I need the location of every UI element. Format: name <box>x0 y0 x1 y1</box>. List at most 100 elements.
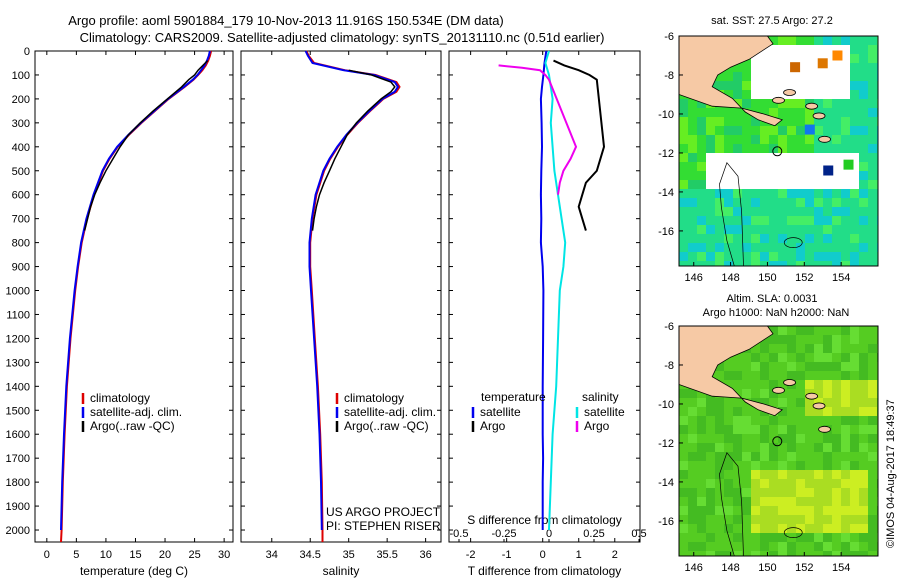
map-cell <box>706 524 715 533</box>
x-tick-label: 20 <box>159 549 171 561</box>
map-cell <box>859 72 868 81</box>
map-cell <box>796 326 805 335</box>
map-cell <box>805 470 814 479</box>
map-cell <box>796 362 805 371</box>
map-cell <box>823 371 832 380</box>
map-cell <box>850 524 859 533</box>
map-cell <box>832 506 841 515</box>
map-cell <box>868 90 877 99</box>
map-cell <box>688 497 697 506</box>
depth-tick-label: 1200 <box>6 333 30 345</box>
map-cell <box>841 452 850 461</box>
depth-tick-label: 800 <box>12 238 30 250</box>
map-cell <box>868 171 877 180</box>
map-cell <box>787 488 796 497</box>
map-cell <box>823 261 832 266</box>
depth-tick-label: 600 <box>12 190 30 202</box>
map-cell <box>688 189 697 198</box>
sal-panel: 34 34.5 35 35.5 36 salinity climatologysatelli… <box>240 50 442 578</box>
map-cell <box>778 344 787 353</box>
land-mass <box>679 36 784 127</box>
map-cell <box>787 189 796 198</box>
map-cell <box>742 117 751 126</box>
map-cell <box>868 144 877 153</box>
map-cell <box>841 407 850 416</box>
map-y-tick-label: -10 <box>658 399 674 411</box>
map-cell <box>679 117 688 126</box>
map-cell <box>778 470 787 479</box>
map-cell <box>778 506 787 515</box>
map-cell <box>850 108 859 117</box>
map-cell <box>787 234 796 243</box>
map-cell <box>769 551 778 556</box>
depth-tick-label: 200 <box>12 94 30 106</box>
map-cell <box>796 189 805 198</box>
map-cell <box>805 551 814 556</box>
map-cell <box>868 416 877 425</box>
map-cell <box>805 243 814 252</box>
map-cell <box>823 407 832 416</box>
map-cell <box>688 506 697 515</box>
map-cell <box>751 542 760 551</box>
map-cell <box>850 225 859 234</box>
map-cell <box>823 117 832 126</box>
map-cell <box>787 551 796 556</box>
map-cell <box>679 434 688 443</box>
map-cell <box>850 234 859 243</box>
map-cell <box>715 371 724 380</box>
map-cell <box>850 389 859 398</box>
sal-frame <box>240 50 442 543</box>
x-tick-label: 30 <box>218 549 230 561</box>
map-cell <box>769 36 778 45</box>
map-cell <box>733 189 742 198</box>
map-cell <box>823 36 832 45</box>
map-cell <box>832 108 841 117</box>
map-cell <box>823 165 834 176</box>
map-cell <box>841 243 850 252</box>
map-sla-subtitle: Argo h1000: NaN h2000: NaN <box>703 307 850 319</box>
map-cell <box>715 252 724 261</box>
map-cell <box>724 90 733 99</box>
map-cell <box>850 90 859 99</box>
map-cell <box>733 551 742 556</box>
map-cell <box>859 252 868 261</box>
map-cell <box>688 198 697 207</box>
map-cell <box>760 497 769 506</box>
map-cell <box>841 542 850 551</box>
map-cell <box>787 326 796 335</box>
map-cell <box>733 434 742 443</box>
map-cell <box>733 252 742 261</box>
map-cell <box>796 551 805 556</box>
map-cell <box>760 479 769 488</box>
map-cell <box>715 506 724 515</box>
map-cell <box>778 36 787 45</box>
map-cell <box>706 452 715 461</box>
map-cell <box>796 198 805 207</box>
legend-label: Argo <box>584 419 610 433</box>
map-cell <box>715 416 724 425</box>
x-tick-label: 0 <box>540 549 546 561</box>
map-sst-title: sat. SST: 27.5 Argo: 27.2 <box>711 15 833 27</box>
map-cell <box>804 124 815 135</box>
map-cell <box>715 198 724 207</box>
map-cell <box>733 398 742 407</box>
map-cell <box>859 261 868 266</box>
map-cell <box>742 144 751 153</box>
map-cell <box>760 353 769 362</box>
map-cell <box>715 135 724 144</box>
map-cell <box>787 371 796 380</box>
map-cell <box>715 117 724 126</box>
map-cell <box>769 371 778 380</box>
map-cell <box>751 234 760 243</box>
map-cell <box>742 443 751 452</box>
map-cell <box>850 407 859 416</box>
map-cell <box>733 216 742 225</box>
map-cell <box>751 353 760 362</box>
map-cell <box>850 326 859 335</box>
map-cell <box>679 443 688 452</box>
map-cell <box>823 344 832 353</box>
map-cell <box>742 225 751 234</box>
map-cell <box>805 344 814 353</box>
island <box>812 402 826 410</box>
map-cell <box>823 506 832 515</box>
